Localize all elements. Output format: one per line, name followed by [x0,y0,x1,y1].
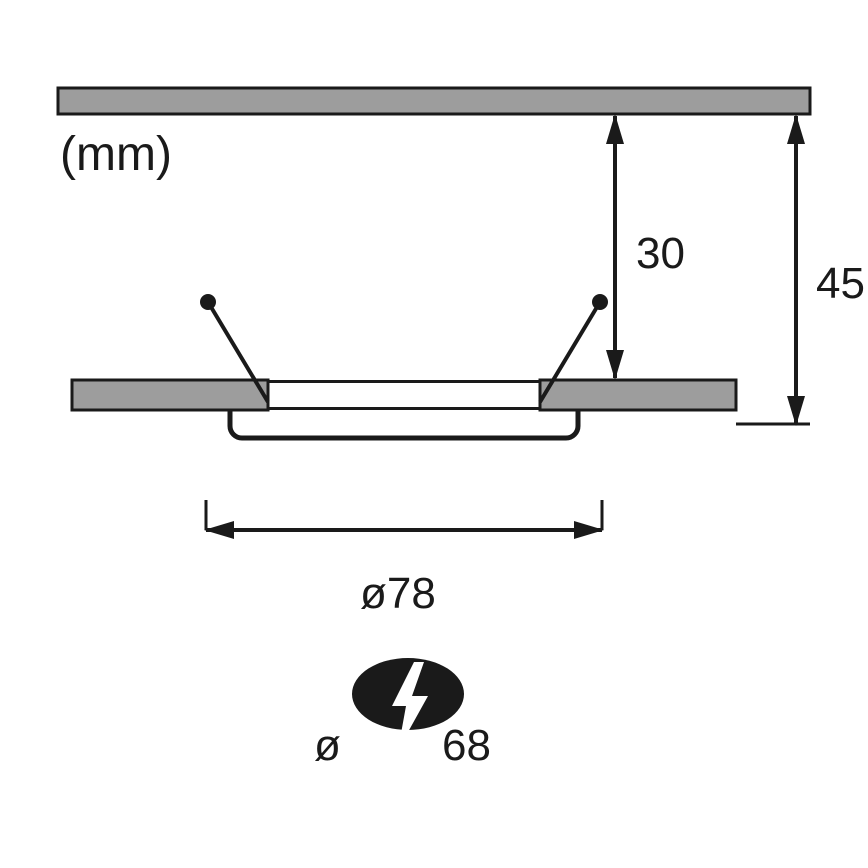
recess-depth-value: 30 [636,229,685,278]
ceiling-bar [58,88,810,114]
fixture-cross-section [72,294,736,438]
cutout-diameter-prefix: ø [314,721,341,770]
dimension-total-depth: 45 [736,114,865,426]
total-depth-value: 45 [816,259,865,308]
dimension-diagram: (mm) 30 45 [0,0,868,868]
outer-diameter-value: ø78 [360,569,436,618]
unit-label: (mm) [60,128,172,181]
cutout-diameter-value: 68 [442,721,491,770]
dimension-outer-diameter: ø78 [204,500,604,618]
cutout-icon: ø 68 [314,658,491,770]
dimension-recess-depth: 30 [606,114,685,380]
